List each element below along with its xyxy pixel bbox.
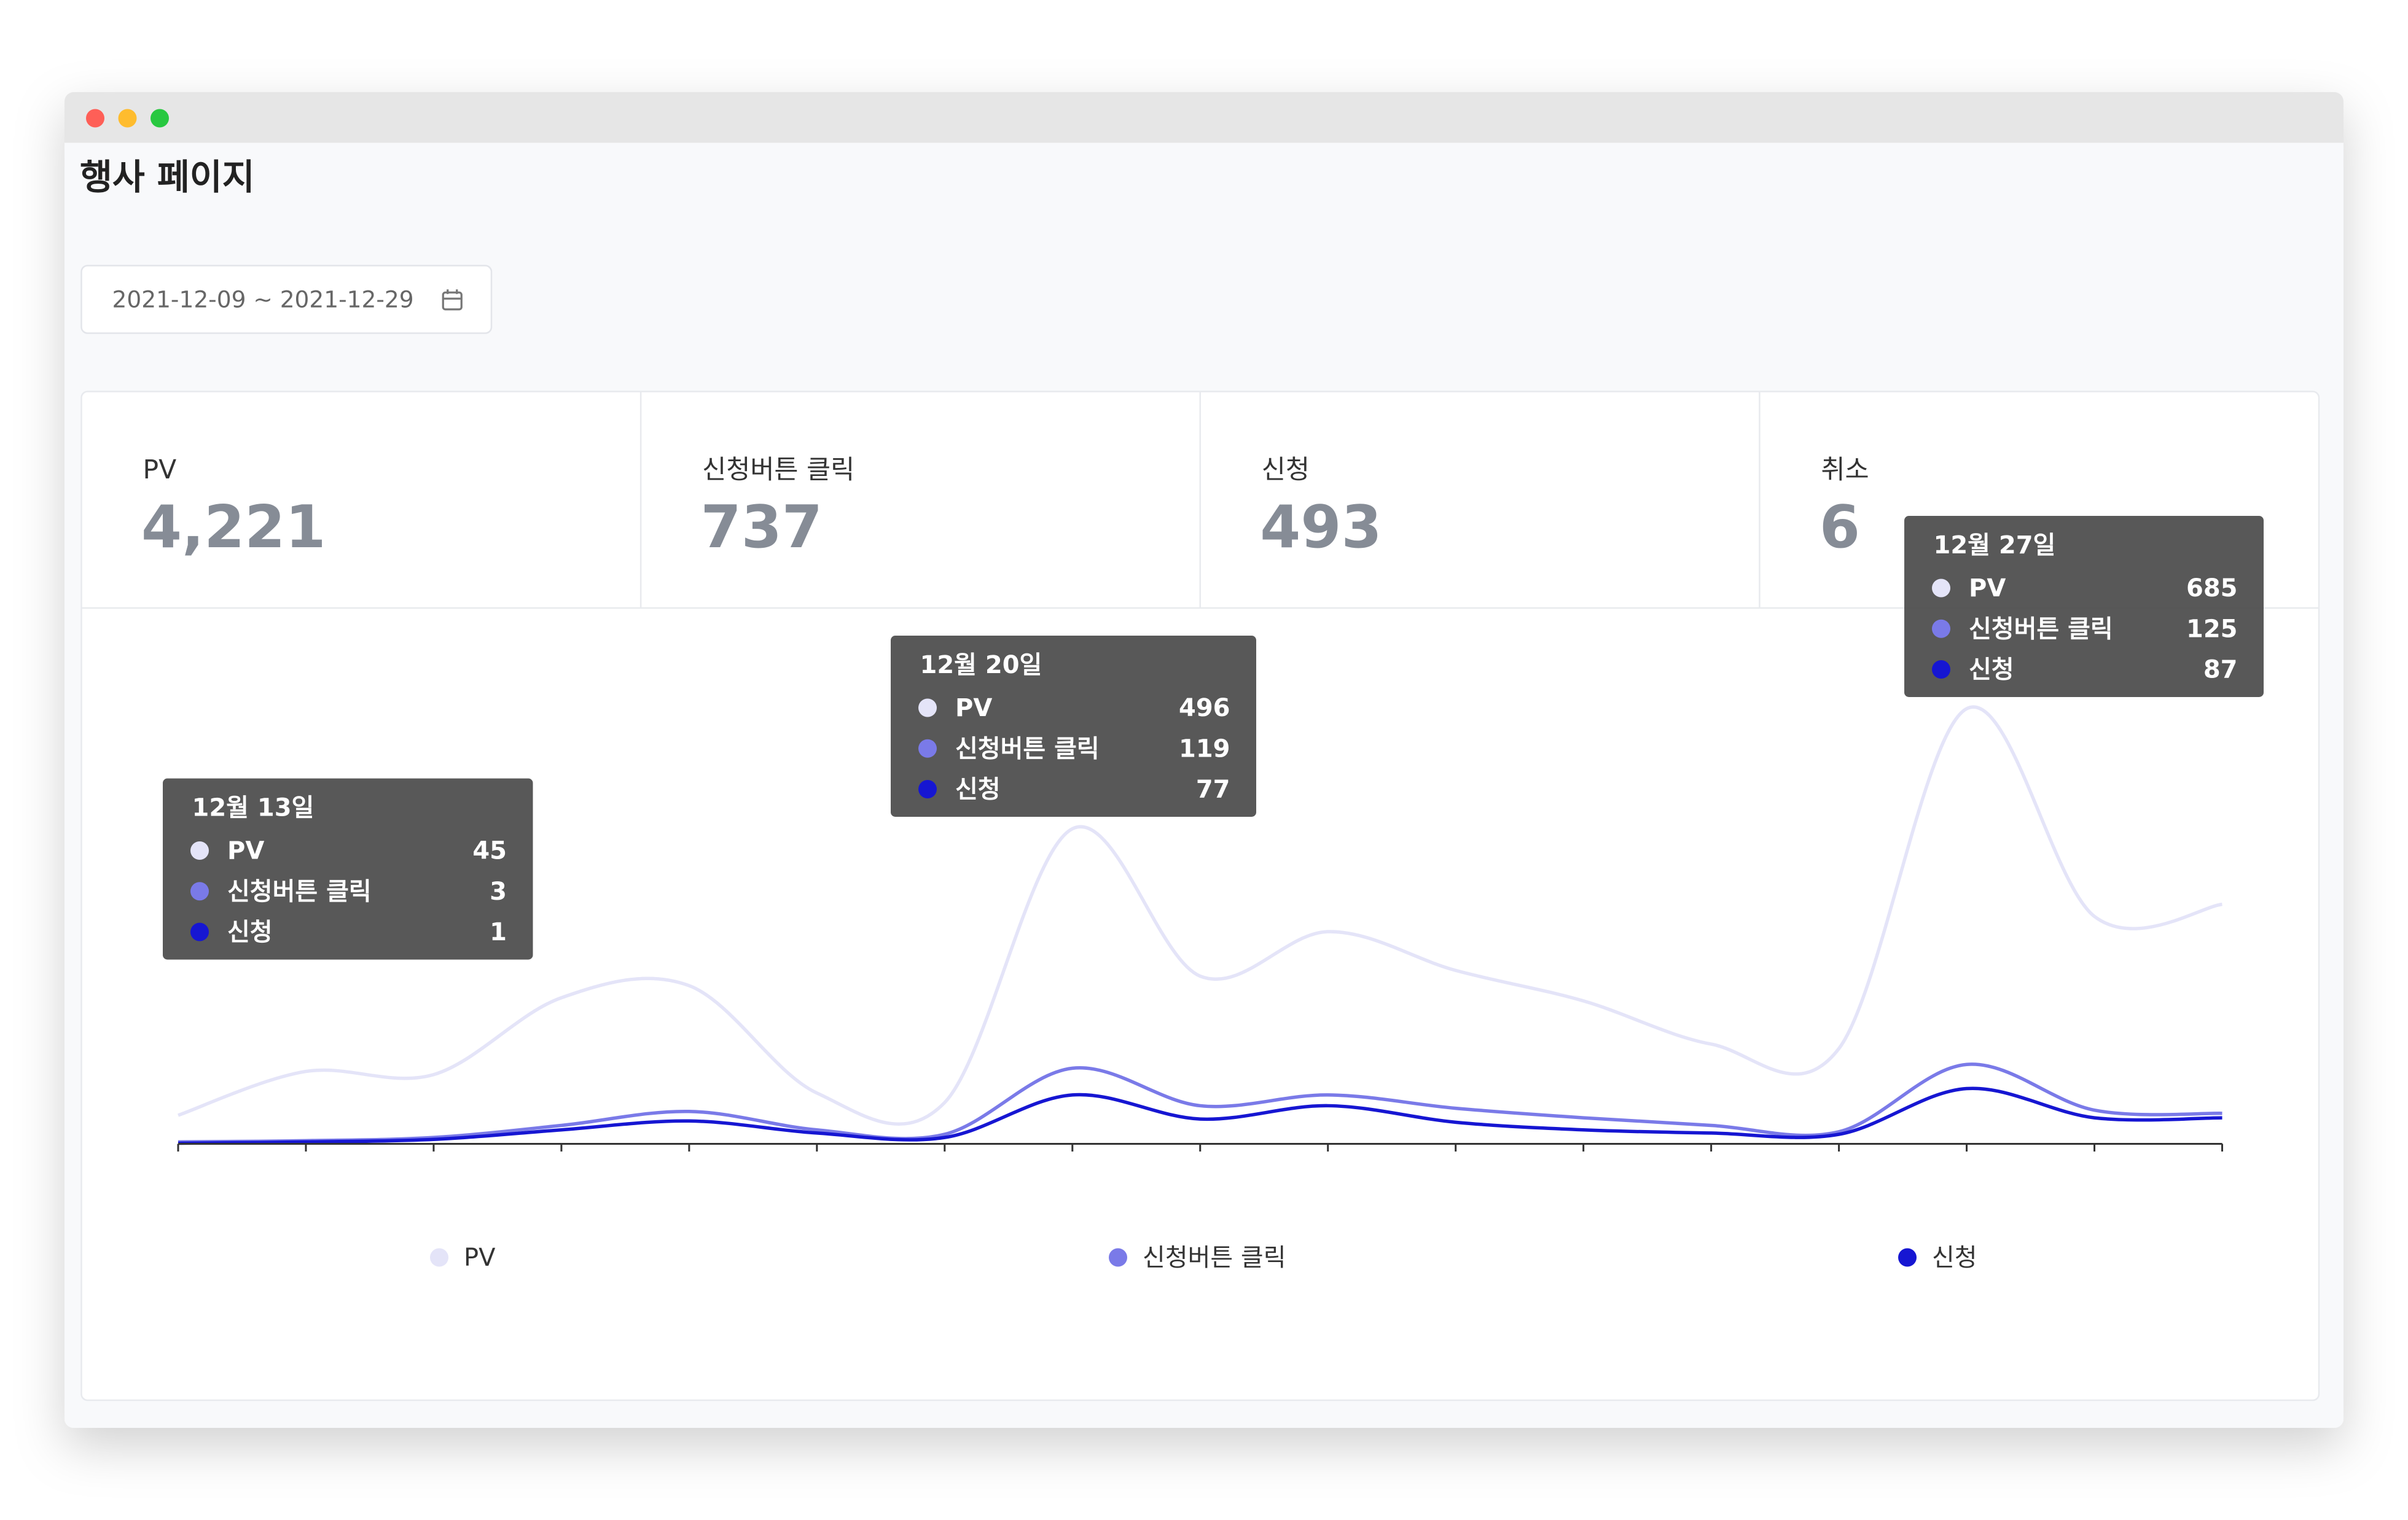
page-title: 행사 페이지 <box>80 157 255 198</box>
series-line <box>178 1086 2222 1145</box>
tooltip: 12월 27일 PV 685 신청버튼 클릭 125 신청 87 <box>1904 516 2264 697</box>
tooltip-swatch <box>190 882 209 901</box>
tooltip-series: 신청버튼 클릭 <box>1969 615 2113 643</box>
tooltip-series: PV <box>1969 574 2006 602</box>
tooltip-box <box>891 636 1256 817</box>
tooltip-box <box>163 778 533 960</box>
legend-label: 신청버튼 클릭 <box>1143 1244 1286 1272</box>
close-button[interactable] <box>86 109 104 128</box>
tooltip-value: 119 <box>1179 735 1230 763</box>
tooltip-swatch <box>1932 660 1950 679</box>
line-chart <box>177 705 2223 1152</box>
stat-label: 신청 <box>1262 455 1310 485</box>
date-range: 2021-12-09 ~ 2021-12-29 <box>112 286 414 313</box>
tooltip-series: 신청버튼 클릭 <box>955 735 1100 763</box>
legend-swatch <box>430 1248 448 1267</box>
tooltip-series: PV <box>955 694 992 722</box>
tooltip-swatch <box>190 922 209 941</box>
tooltip-value: 496 <box>1179 694 1230 722</box>
tooltip-box <box>1904 516 2264 697</box>
stat-label: 신청버튼 클릭 <box>702 455 854 485</box>
minimize-button[interactable] <box>118 109 137 128</box>
tooltip-series: 신청 <box>1969 656 2014 684</box>
tooltip-swatch <box>190 841 209 860</box>
tooltip: 12월 20일 PV 496 신청버튼 클릭 119 신청 77 <box>891 636 1256 817</box>
tooltip-value: 125 <box>2186 615 2238 643</box>
tooltip-value: 685 <box>2186 574 2238 602</box>
tooltip-series: 신청 <box>227 918 273 946</box>
tooltip-swatch <box>1932 619 1950 638</box>
legend-label: 신청 <box>1932 1244 1977 1272</box>
tooltip-swatch <box>918 739 937 758</box>
tooltip-value: 3 <box>490 878 507 906</box>
calendar-icon <box>442 289 463 311</box>
stat-label: 취소 <box>1821 455 1869 485</box>
tooltip-value: 45 <box>472 837 507 865</box>
series-line <box>178 705 2222 1126</box>
legend-label: PV <box>464 1244 496 1272</box>
tooltip-series: 신청버튼 클릭 <box>227 878 372 906</box>
tooltips: 12월 13일 PV 45 신청버튼 클릭 3 신청 1 12월 20일 PV 496 신청버튼 클… <box>163 516 2264 960</box>
tooltip-swatch <box>918 780 937 798</box>
tooltip-series: PV <box>227 837 264 865</box>
title-bar <box>64 92 2344 143</box>
tooltip-swatch <box>918 698 937 717</box>
stat-value: 493 <box>1260 494 1382 561</box>
legend-swatch <box>1109 1248 1127 1267</box>
legend: PV 신청버튼 클릭 신청 <box>430 1244 1977 1272</box>
stat-value: 4,221 <box>141 494 326 561</box>
date-picker[interactable] <box>80 265 493 334</box>
tooltip-swatch <box>1932 579 1950 598</box>
tooltip-series: 신청 <box>955 776 1001 804</box>
stat-value: 737 <box>701 494 823 561</box>
tooltip-value: 1 <box>490 918 507 946</box>
tooltip-value: 87 <box>2203 656 2238 684</box>
series-line <box>178 1062 2222 1144</box>
legend-swatch <box>1898 1248 1917 1267</box>
stats: PV 4,221 신청버튼 클릭 737 신청 493 취소 6 <box>141 391 1869 608</box>
tooltip-date: 12월 20일 <box>920 651 1042 679</box>
stat-label: PV <box>143 455 177 485</box>
tooltip-date: 12월 13일 <box>192 794 315 822</box>
stat-value: 6 <box>1820 494 1860 561</box>
tooltip-value: 77 <box>1196 776 1230 804</box>
tooltip: 12월 13일 PV 45 신청버튼 클릭 3 신청 1 <box>163 778 533 960</box>
tooltip-date: 12월 27일 <box>1934 531 2056 559</box>
maximize-button[interactable] <box>150 109 169 128</box>
